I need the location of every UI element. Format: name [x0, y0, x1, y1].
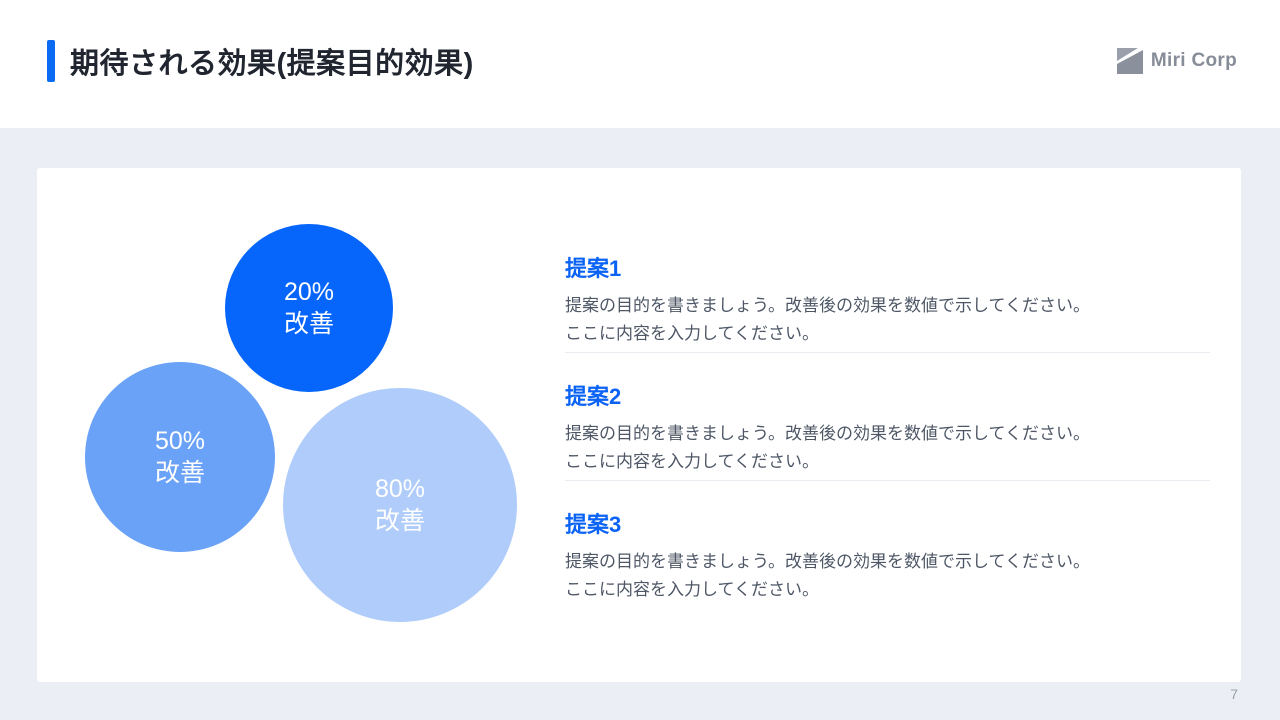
section-divider: [565, 352, 1210, 353]
page-number: 7: [1230, 686, 1238, 702]
title-accent-bar: [47, 40, 55, 82]
proposal-heading: 提案2: [565, 384, 622, 409]
company-logo: Miri Corp: [1116, 47, 1237, 75]
proposal-section-1: 提案1 提案の目的を書きましょう。改善後の効果を数値で示してください。 ここに内…: [565, 251, 1125, 348]
proposal-section-3: 提案3 提案の目的を書きましょう。改善後の効果を数値で示してください。 ここに内…: [565, 507, 1125, 604]
proposal-body: 提案の目的を書きましょう。改善後の効果を数値で示してください。 ここに内容を入力…: [565, 292, 1125, 348]
proposal-heading: 提案1: [565, 256, 622, 281]
circle-label: 改善: [154, 459, 205, 487]
proposal-section-2: 提案2 提案の目的を書きましょう。改善後の効果を数値で示してください。 ここに内…: [565, 379, 1125, 476]
proposal-body-line: ここに内容を入力してください。: [565, 324, 819, 343]
proposal-body: 提案の目的を書きましょう。改善後の効果を数値で示してください。 ここに内容を入力…: [565, 548, 1125, 604]
circle-value: 50%: [154, 427, 206, 455]
proposal-body-line: ここに内容を入力してください。: [565, 452, 819, 471]
header: 期待される効果(提案目的効果) Miri Corp: [0, 0, 1280, 128]
circle-label: 改善: [283, 310, 334, 338]
proposal-heading: 提案3: [565, 512, 622, 537]
section-divider: [565, 480, 1210, 481]
circle-20-percent: 20% 改善: [225, 224, 393, 392]
miri-logo-icon: [1116, 47, 1144, 75]
page-title: 期待される効果(提案目的効果): [70, 48, 474, 80]
circle-80-percent: 80% 改善: [283, 388, 517, 622]
circle-value: 20%: [283, 278, 335, 306]
circle-value: 80%: [374, 475, 426, 503]
proposal-body: 提案の目的を書きましょう。改善後の効果を数値で示してください。 ここに内容を入力…: [565, 420, 1125, 476]
proposal-body-line: ここに内容を入力してください。: [565, 580, 819, 599]
proposal-body-line: 提案の目的を書きましょう。改善後の効果を数値で示してください。: [565, 552, 1090, 571]
logo-text: Miri Corp: [1150, 50, 1237, 71]
proposal-body-line: 提案の目的を書きましょう。改善後の効果を数値で示してください。: [565, 424, 1090, 443]
content-card: 20% 改善 50% 改善 80% 改善 提案1 提案の目的を書きましょう。改善…: [37, 168, 1241, 682]
proposal-body-line: 提案の目的を書きましょう。改善後の効果を数値で示してください。: [565, 296, 1090, 315]
circle-50-percent: 50% 改善: [85, 362, 275, 552]
circle-label: 改善: [374, 507, 425, 535]
title-group: 期待される効果(提案目的効果): [47, 40, 474, 82]
